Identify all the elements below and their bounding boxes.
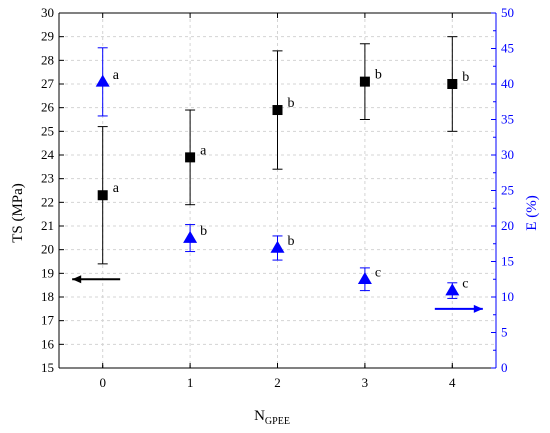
data-point-square [97, 190, 108, 201]
left-tick-label: 23 [41, 171, 54, 186]
data-point-square [272, 105, 283, 116]
right-tick-label: 5 [501, 325, 508, 340]
x-tick-label: 4 [449, 375, 456, 390]
right-tick-label: 30 [501, 147, 514, 162]
right-tick-label: 15 [501, 254, 514, 269]
right-tick-label: 20 [501, 218, 514, 233]
significance-label: c [462, 277, 468, 292]
axis-arrow-head [473, 304, 483, 313]
significance-label: c [375, 265, 381, 280]
right-axis-title: E (%) [524, 195, 540, 230]
left-tick-label: 22 [41, 194, 54, 209]
left-tick-label: 18 [41, 289, 54, 304]
right-tick-label: 25 [501, 183, 514, 198]
significance-label: b [462, 70, 469, 85]
left-tick-label: 30 [41, 5, 54, 20]
x-tick-label: 3 [362, 375, 369, 390]
right-tick-label: 50 [501, 5, 514, 20]
data-point-square [359, 76, 370, 87]
left-tick-label: 19 [41, 265, 54, 280]
left-tick-label: 17 [41, 313, 55, 328]
significance-label: b [288, 234, 295, 249]
left-tick-label: 16 [41, 336, 55, 351]
data-point-triangle [270, 240, 285, 253]
marks: a a b b b a b b c c [95, 36, 469, 299]
axis-arrow-head [72, 275, 82, 284]
data-point-triangle [183, 230, 198, 243]
left-tick-label: 24 [41, 147, 55, 162]
right-tick-label: 0 [501, 360, 508, 375]
x-axis-title-subscript: GPEE [265, 416, 290, 427]
arrows [72, 275, 483, 313]
right-tick-label: 10 [501, 289, 514, 304]
data-point-triangle [95, 74, 110, 87]
data-point-triangle [445, 283, 460, 296]
ticks: 0 1 2 3 415161718192021222324252627282930051… [41, 5, 514, 390]
left-tick-label: 29 [41, 29, 54, 44]
significance-label: b [375, 68, 382, 83]
right-tick-label: 45 [501, 41, 514, 56]
data-point-triangle [357, 272, 372, 285]
data-point-square [447, 79, 458, 89]
left-tick-label: 26 [41, 100, 55, 115]
left-tick-label: 20 [41, 242, 54, 257]
x-tick-label: 0 [99, 375, 106, 390]
left-tick-label: 28 [41, 52, 54, 67]
right-tick-label: 35 [501, 112, 514, 127]
significance-label: a [113, 181, 120, 196]
left-tick-label: 25 [41, 123, 54, 138]
x-tick-label: 2 [274, 375, 281, 390]
x-axis-title-main: N [254, 408, 265, 424]
left-tick-label: 27 [41, 76, 55, 91]
x-axis-title: NGPEE [254, 408, 290, 427]
significance-label: a [200, 143, 207, 158]
left-axis-title: TS (MPa) [10, 183, 26, 243]
x-tick-label: 1 [187, 375, 194, 390]
significance-label: b [200, 224, 207, 239]
left-tick-label: 21 [41, 218, 54, 233]
data-point-square [185, 152, 196, 163]
right-tick-label: 40 [501, 76, 514, 91]
left-tick-label: 15 [41, 360, 54, 375]
significance-label: a [113, 68, 120, 83]
significance-label: b [288, 96, 295, 111]
